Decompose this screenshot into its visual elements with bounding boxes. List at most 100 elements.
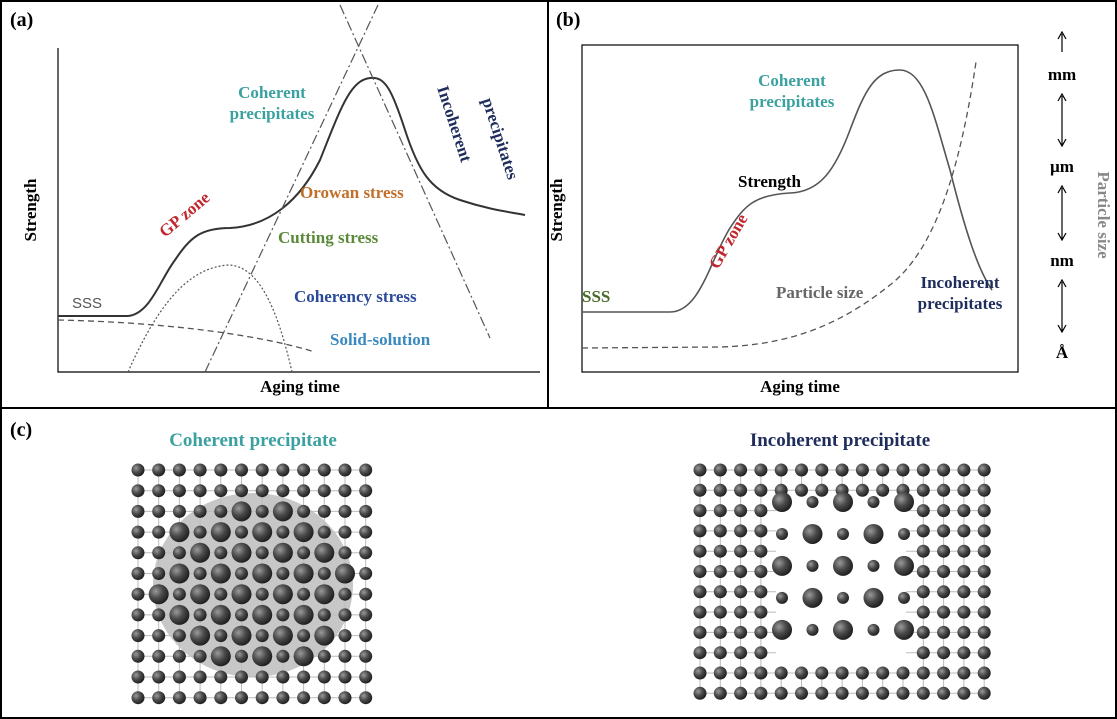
atom: [314, 584, 334, 604]
atom: [194, 671, 207, 684]
atom: [754, 646, 767, 659]
atom: [297, 546, 310, 559]
atom: [132, 691, 145, 704]
atom: [957, 606, 970, 619]
atom: [897, 464, 910, 477]
atom: [754, 606, 767, 619]
atom: [978, 687, 991, 700]
atom: [978, 545, 991, 558]
atom: [252, 605, 272, 625]
atom: [937, 606, 950, 619]
atom: [795, 687, 808, 700]
atom: [294, 605, 314, 625]
atom: [754, 484, 767, 497]
atom: [211, 646, 231, 666]
atom: [173, 671, 186, 684]
atom: [276, 526, 289, 539]
atom: [318, 567, 331, 580]
atom: [297, 464, 310, 477]
atom: [235, 526, 248, 539]
atom: [917, 646, 930, 659]
atom: [694, 464, 707, 477]
gp-zone-label: GP zone: [705, 210, 752, 272]
atom: [214, 464, 227, 477]
atom: [836, 667, 849, 680]
atom: [694, 524, 707, 537]
atom: [214, 484, 227, 497]
atom: [359, 608, 372, 621]
atom: [833, 556, 853, 576]
atom: [868, 560, 880, 572]
atom: [978, 646, 991, 659]
atom: [957, 464, 970, 477]
atom: [734, 626, 747, 639]
panel-label: (c): [10, 419, 32, 441]
atom: [897, 687, 910, 700]
atom: [807, 624, 819, 636]
atom: [734, 524, 747, 537]
atom: [276, 567, 289, 580]
atom: [795, 484, 808, 497]
atom: [917, 687, 930, 700]
atom: [235, 650, 248, 663]
atom: [917, 606, 930, 619]
atom: [978, 524, 991, 537]
atom: [836, 687, 849, 700]
atom: [694, 626, 707, 639]
atom: [194, 691, 207, 704]
atom: [214, 588, 227, 601]
atom: [772, 556, 792, 576]
panel-a: (a) Strength Aging time SSS GP zone Cohe…: [10, 5, 540, 396]
atom: [132, 505, 145, 518]
atom: [235, 608, 248, 621]
strength-label: Strength: [738, 172, 802, 191]
atom: [734, 504, 747, 517]
atom: [937, 667, 950, 680]
atom: [318, 691, 331, 704]
atom: [917, 565, 930, 578]
scale-label: Å: [1056, 343, 1069, 362]
coherent-label: Coherentprecipitates: [750, 71, 835, 111]
atom: [359, 629, 372, 642]
atom: [775, 687, 788, 700]
atom: [754, 585, 767, 598]
atom: [339, 588, 352, 601]
atom: [276, 671, 289, 684]
atom: [957, 565, 970, 578]
panel-b: (b) Strength Aging time SSS GP zone Cohe…: [547, 9, 1113, 396]
atom: [734, 606, 747, 619]
atom: [173, 484, 186, 497]
atom: [795, 464, 808, 477]
atom: [937, 626, 950, 639]
atom: [957, 626, 970, 639]
atom: [273, 543, 293, 563]
atom: [978, 626, 991, 639]
atom: [152, 671, 165, 684]
atom: [714, 504, 727, 517]
atom: [211, 605, 231, 625]
atom: [194, 567, 207, 580]
atom: [694, 687, 707, 700]
atom: [694, 606, 707, 619]
atom: [152, 546, 165, 559]
atom: [978, 464, 991, 477]
atom: [775, 667, 788, 680]
atom: [339, 691, 352, 704]
atom: [714, 606, 727, 619]
atom: [795, 667, 808, 680]
y-axis-label: Strength: [547, 178, 566, 242]
atom: [856, 667, 869, 680]
atom: [256, 505, 269, 518]
atom: [937, 504, 950, 517]
atom: [864, 588, 884, 608]
atom: [132, 567, 145, 580]
atom: [754, 565, 767, 578]
atom: [152, 691, 165, 704]
atom: [214, 505, 227, 518]
atom: [937, 545, 950, 558]
atom: [297, 691, 310, 704]
atom: [714, 667, 727, 680]
atom: [194, 505, 207, 518]
atom: [318, 650, 331, 663]
atom: [152, 484, 165, 497]
